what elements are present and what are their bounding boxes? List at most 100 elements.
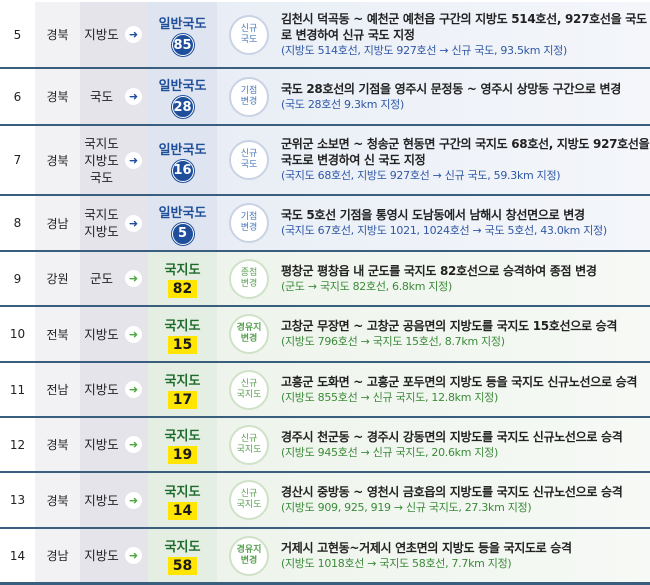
- to-road: 국지도 15: [148, 307, 217, 361]
- route-number-badge: 58: [167, 557, 198, 575]
- change-type-badge: 신규 국도: [229, 14, 269, 55]
- from-road-label: 지방도: [84, 27, 119, 42]
- change-type-badge: 종점 변경: [229, 258, 269, 299]
- from-road-label: 지방도: [84, 382, 119, 397]
- description-detail: (지방도 945호선 → 신규 국지도, 20.6km 지정): [281, 445, 498, 459]
- to-road: 국지도 14: [148, 473, 217, 527]
- route-number-badge: 82: [167, 280, 198, 298]
- to-road: 일반국도 85: [148, 2, 217, 67]
- from-road-type: 지방도 ➜: [80, 307, 148, 361]
- right-arrow-icon: ➜: [125, 381, 142, 398]
- table-row: 6 경북 국도 ➜ 일반국도 28 기점 변경 국도 28호선의 기점을 영주시 문정…: [0, 69, 650, 126]
- from-road-label: 국지도 지방도: [84, 207, 119, 239]
- description-cell: 기점 변경 국도 28호선의 기점을 영주시 문정동 ~ 영주시 상망동 구간으로…: [217, 69, 650, 124]
- table-row: 13 경북 지방도 ➜ 국지도 14 신규 국지도 경산시 중방동 ~ 영천시 금호읍…: [0, 473, 650, 529]
- row-number: 14: [0, 529, 35, 582]
- route-number-badge: 17: [167, 391, 198, 409]
- to-road: 국지도 82: [148, 252, 217, 305]
- description-cell: 신규 국지도 고흥군 도화면 ~ 고흥군 포두면의 지방도 등을 국지도 신규노선…: [217, 363, 650, 416]
- to-road-type: 일반국도: [158, 79, 207, 94]
- table-row: 14 경남 지방도 ➜ 국지도 58 경유지 변경 거제시 고현동~거제시 연초면의 …: [0, 529, 650, 585]
- region: 전남: [35, 363, 80, 416]
- right-arrow-icon: ➜: [125, 547, 142, 564]
- region: 경북: [35, 473, 80, 527]
- table-row: 7 경북 국지도 지방도 국도 ➜ 일반국도 16 신규 국도 군위군 소보면 ~ 청…: [0, 126, 650, 196]
- row-number: 9: [0, 252, 35, 305]
- route-number-badge: 15: [167, 335, 198, 354]
- description-main: 경산시 중방동 ~ 영천시 금호읍의 지방도를 국지도 신규노선으로 승격: [281, 485, 623, 499]
- region: 경남: [35, 529, 80, 582]
- region: 강원: [35, 252, 80, 305]
- table-row: 10 전북 지방도 ➜ 국지도 15 경유지 변경 고창군 무장면 ~ 고창군 공음면…: [0, 307, 650, 363]
- description-detail: (국지도 67호선, 지방도 1021, 1024호선 → 국도 5호선, 43…: [281, 224, 607, 237]
- to-road-type: 일반국도: [158, 142, 207, 158]
- from-road-type: 지방도 ➜: [80, 363, 148, 416]
- to-road: 국지도 19: [148, 418, 217, 471]
- route-number-badge: 85: [171, 34, 194, 56]
- right-arrow-icon: ➜: [125, 491, 142, 509]
- to-road-type: 국지도: [164, 374, 201, 389]
- row-number: 7: [0, 126, 35, 194]
- from-road-label: 지방도: [84, 548, 119, 563]
- right-arrow-icon: ➜: [125, 270, 142, 287]
- row-number: 12: [0, 418, 35, 471]
- description-cell: 신규 국지도 경주시 천군동 ~ 경주시 강동면의 지방도를 국지도 신규노선으로…: [217, 418, 650, 471]
- change-type-badge: 경유지 변경: [229, 314, 269, 354]
- from-road-label: 국지도 지방도 국도: [84, 135, 119, 185]
- to-road: 일반국도 16: [148, 126, 217, 194]
- description-cell: 종점 변경 평창군 평창읍 내 군도를 국지도 82호선으로 승격하여 종점 변경…: [217, 252, 650, 305]
- table-row: 11 전남 지방도 ➜ 국지도 17 신규 국지도 고흥군 도화면 ~ 고흥군 포두면…: [0, 363, 650, 418]
- route-number-badge: 14: [167, 501, 198, 520]
- row-number: 11: [0, 363, 35, 416]
- table-row: 8 경남 국지도 지방도 ➜ 일반국도 5 기점 변경 국도 5호선 기점을 통영시 …: [0, 196, 650, 252]
- description-main: 평창군 평창읍 내 군도를 국지도 82호선으로 승격하여 종점 변경: [281, 263, 597, 278]
- row-number: 5: [0, 2, 35, 67]
- row-number: 10: [0, 307, 35, 361]
- from-road-type: 군도 ➜: [80, 252, 148, 305]
- change-type-badge: 기점 변경: [229, 203, 269, 243]
- route-number-badge: 5: [171, 222, 194, 245]
- to-road-type: 국지도: [164, 263, 201, 278]
- description-detail: (군도 → 국지도 82호선, 6.8km 지정): [281, 279, 452, 293]
- from-road-type: 지방도 ➜: [80, 2, 148, 67]
- description-cell: 신규 국도 김천시 덕곡동 ~ 예천군 예천읍 구간의 지방도 514호선, 92…: [217, 2, 650, 67]
- description-detail: (지방도 796호선 → 국지도 15호선, 8.7km 지정): [281, 335, 505, 348]
- from-road-type: 지방도 ➜: [80, 473, 148, 527]
- change-type-badge: 기점 변경: [229, 76, 269, 117]
- right-arrow-icon: ➜: [125, 26, 142, 43]
- right-arrow-icon: ➜: [125, 88, 142, 105]
- route-number-badge: 28: [171, 96, 194, 118]
- to-road-type: 일반국도: [158, 17, 207, 32]
- from-road-label: 군도: [89, 271, 113, 286]
- right-arrow-icon: ➜: [125, 151, 142, 169]
- to-road-type: 국지도: [164, 318, 201, 334]
- from-road-type: 지방도 ➜: [80, 529, 148, 582]
- region: 경북: [35, 126, 80, 194]
- description-cell: 경유지 변경 고창군 무장면 ~ 고창군 공음면의 지방도를 국지도 15호선으로…: [217, 307, 650, 361]
- change-type-badge: 신규 국지도: [229, 424, 269, 465]
- change-type-badge: 경유지 변경: [229, 535, 269, 576]
- to-road: 국지도 58: [148, 529, 217, 582]
- description-detail: (국도 28호선 9.3km 지정): [281, 97, 404, 111]
- description-main: 고창군 무장면 ~ 고창군 공음면의 지방도를 국지도 15호선으로 승격: [281, 319, 618, 333]
- description-main: 국도 28호선의 기점을 영주시 문정동 ~ 영주시 상망동 구간으로 변경: [281, 81, 621, 96]
- change-type-badge: 신규 국도: [229, 140, 269, 180]
- description-cell: 신규 국지도 경산시 중방동 ~ 영천시 금호읍의 지방도를 국지도 신규노선으로…: [217, 473, 650, 527]
- to-road: 국지도 17: [148, 363, 217, 416]
- table-row: 12 경북 지방도 ➜ 국지도 19 신규 국지도 경주시 천군동 ~ 경주시 강동면…: [0, 418, 650, 473]
- table-row: 9 강원 군도 ➜ 국지도 82 종점 변경 평창군 평창읍 내 군도를 국지도 82…: [0, 252, 650, 307]
- route-number-badge: 19: [167, 446, 198, 464]
- right-arrow-icon: ➜: [125, 325, 142, 343]
- route-number-badge: 16: [171, 159, 194, 182]
- from-road-type: 지방도 ➜: [80, 418, 148, 471]
- description-main: 김천시 덕곡동 ~ 예천군 예천읍 구간의 지방도 514호선, 927호선을 …: [281, 11, 647, 42]
- region: 경북: [35, 69, 80, 124]
- description-cell: 기점 변경 국도 5호선 기점을 통영시 도남동에서 남해시 창선면으로 변경 (국…: [217, 196, 650, 250]
- description-cell: 경유지 변경 거제시 고현동~거제시 연초면의 지방도 등을 국지도로 승격 (지방…: [217, 529, 650, 582]
- description-detail: (지방도 909, 925, 919 → 신규 국지도, 27.3km 지정): [281, 501, 532, 514]
- region: 경북: [35, 418, 80, 471]
- row-number: 13: [0, 473, 35, 527]
- description-main: 국도 5호선 기점을 통영시 도남동에서 남해시 창선면으로 변경: [281, 208, 585, 222]
- change-type-badge: 신규 국지도: [229, 369, 269, 410]
